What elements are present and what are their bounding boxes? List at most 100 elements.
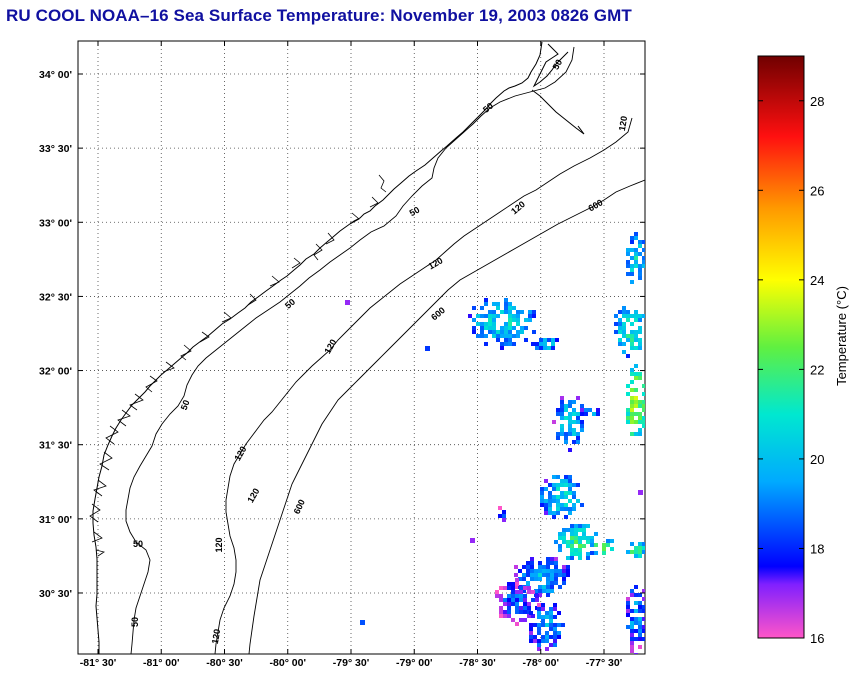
sst-pixel [488, 330, 492, 334]
sst-pixel [556, 432, 560, 436]
sst-pixel [564, 404, 568, 408]
sst-pixel [564, 436, 568, 440]
sst-pixel [531, 614, 535, 618]
sst-pixel [538, 573, 542, 577]
sst-pixel [503, 598, 507, 602]
sst-pixel [642, 629, 645, 633]
sst-pixel [622, 330, 626, 334]
sst-pixel [634, 346, 638, 350]
sst-pixel [576, 440, 580, 444]
sst-pixel [638, 416, 642, 420]
sst-pixel [566, 528, 570, 532]
sst-pixel [519, 586, 523, 590]
sst-pixel [602, 551, 606, 555]
sst-pixel [586, 556, 590, 560]
sst-pixel [544, 487, 548, 491]
sst-pixel [586, 540, 590, 544]
sst-pixel [537, 607, 541, 611]
sst-pixel [540, 503, 544, 507]
sst-pixel [512, 326, 516, 330]
sst-pixel [553, 615, 557, 619]
isobath-label: 50 [133, 539, 143, 549]
sst-pixel [516, 330, 520, 334]
sst-pixel [520, 310, 524, 314]
sst-pixel [634, 318, 638, 322]
sst-pixel [568, 483, 572, 487]
sst-pixel [634, 314, 638, 318]
sst-pixel [529, 627, 533, 631]
sst-pixel [638, 428, 642, 432]
sst-pixel [596, 408, 600, 412]
sst-pixel [642, 392, 645, 396]
sst-pixel [590, 539, 594, 543]
colorbar-ticks: 28 26 24 22 20 18 16 [758, 94, 824, 646]
sst-pixel [515, 590, 519, 594]
sst-pixel [492, 310, 496, 314]
sst-pixel [642, 404, 645, 408]
sst-pixel [566, 556, 570, 560]
sst-pixel [638, 318, 642, 322]
sst-pixel [626, 248, 630, 252]
sst-pixel [545, 631, 549, 635]
sst-pixel [576, 483, 580, 487]
sst-pixel [580, 408, 584, 412]
sst-pixel [638, 412, 642, 416]
sst-pixel [548, 495, 552, 499]
sst-pixel [504, 342, 508, 346]
sst-pixel [638, 372, 642, 376]
lat-tick-label: 30° 30' [39, 588, 72, 600]
sst-pixel [549, 643, 553, 647]
sst-pixel [638, 625, 642, 629]
colorbar-tick-label: 24 [810, 273, 824, 288]
sst-pixel [503, 586, 507, 590]
sst-pixel [532, 314, 536, 318]
sst-pixel [541, 635, 545, 639]
sst-pixel [508, 326, 512, 330]
sst-pixel [568, 479, 572, 483]
sst-pixel [538, 577, 542, 581]
sst-pixel [538, 561, 542, 565]
sst-pixel [568, 507, 572, 511]
sst-pixel [519, 594, 523, 598]
sst-pixel [610, 539, 614, 543]
sst-pixel [564, 495, 568, 499]
sst-pixel [618, 326, 622, 330]
sst-pixel [572, 408, 576, 412]
sst-pixel [566, 565, 570, 569]
sst-pixel [574, 524, 578, 528]
sst-pixel [345, 300, 350, 305]
sst-pixel [529, 635, 533, 639]
sst-pixel [511, 594, 515, 598]
sst-pixel [606, 543, 610, 547]
sst-pixel [545, 611, 549, 615]
sst-pixel [626, 338, 630, 342]
lat-tick-label: 31° 30' [39, 440, 72, 452]
sst-pixel [542, 589, 546, 593]
sst-pixel [514, 585, 518, 589]
sst-pixel [560, 432, 564, 436]
sst-pixel [537, 603, 541, 607]
sst-pixel [630, 649, 634, 653]
sst-pixel [578, 528, 582, 532]
sst-pixel [634, 260, 638, 264]
sst-pixel [540, 495, 544, 499]
sst-pixel [507, 602, 511, 606]
sst-pixel [480, 330, 484, 334]
sst-pixel [578, 540, 582, 544]
sst-pixel [630, 420, 634, 424]
sst-pixel [528, 310, 532, 314]
isobath-label: 50 [130, 617, 140, 627]
sst-pixel [529, 623, 533, 627]
sst-pixel [578, 544, 582, 548]
sst-pixel [570, 532, 574, 536]
sst-pixel [538, 589, 542, 593]
map-title: RU COOL NOAA–16 Sea Surface Temperature:… [6, 6, 632, 25]
sst-pixel [531, 342, 535, 346]
sst-pixel [606, 539, 610, 543]
sst-pixel [526, 569, 530, 573]
sst-pixel [634, 330, 638, 334]
sst-pixel [511, 586, 515, 590]
sst-pixel [572, 495, 576, 499]
sst-pixel [472, 318, 476, 322]
